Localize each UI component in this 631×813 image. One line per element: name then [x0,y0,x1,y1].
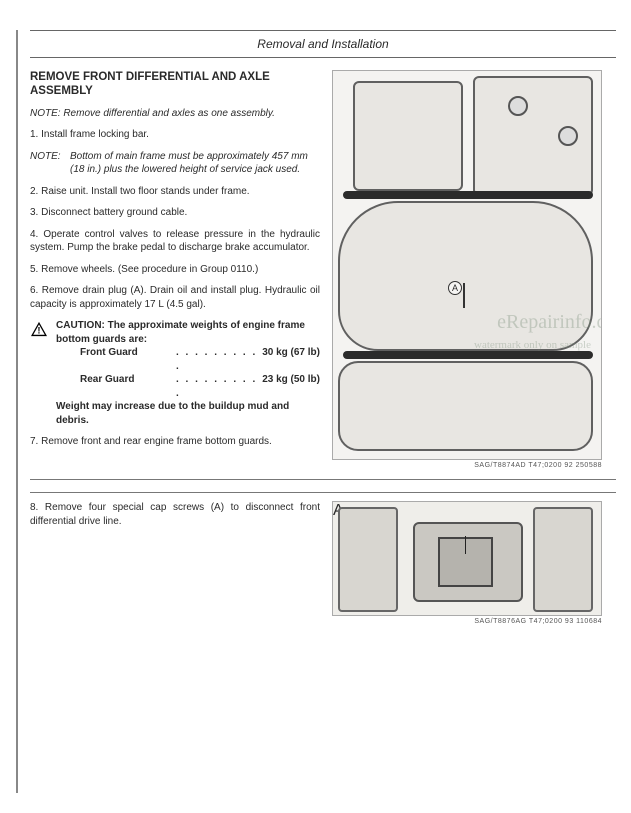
note-2-label: NOTE: [30,150,70,177]
bolt-icon [508,96,528,116]
caution-block: ! CAUTION: The approximate weights of en… [30,319,320,427]
page-margin-rule [16,30,18,793]
figure-2: A [332,501,602,616]
text-column: REMOVE FRONT DIFFERENTIAL AND AXLE ASSEM… [30,70,320,469]
page-container: Removal and Installation REMOVE FRONT DI… [0,0,631,640]
callout-a: A [448,281,462,295]
step-4: 4. Operate control valves to release pre… [30,228,320,255]
caution-lead: CAUTION: The approximate weights of engi… [56,319,320,346]
svg-text:!: ! [38,326,41,336]
note-2: NOTE: Bottom of main frame must be appro… [30,150,320,177]
figure-1: A eRepairinfo.com watermark only on samp… [332,70,602,460]
step-2: 2. Raise unit. Install two floor stands … [30,185,320,199]
dots: . . . . . . . . . . [176,346,258,373]
caution-text: CAUTION: The approximate weights of engi… [56,319,320,427]
content-row-1: REMOVE FRONT DIFFERENTIAL AND AXLE ASSEM… [30,70,616,469]
note-2-body: Bottom of main frame must be approximate… [70,150,320,177]
content-row-2: 8. Remove four special cap screws (A) to… [30,501,616,625]
front-guard-value: 30 kg (67 lb) [258,346,320,373]
dots: . . . . . . . . . . [176,373,258,400]
text-column-2: 8. Remove four special cap screws (A) to… [30,501,320,625]
step-6: 6. Remove drain plug (A). Drain oil and … [30,284,320,311]
bolt-icon [558,126,578,146]
rear-guard-line: Rear Guard . . . . . . . . . . 23 kg (50… [56,373,320,400]
step-3: 3. Disconnect battery ground cable. [30,206,320,220]
caution-tail: Weight may increase due to the buildup m… [56,400,320,427]
front-guard-line: Front Guard . . . . . . . . . . 30 kg (6… [56,346,320,373]
step-7: 7. Remove front and rear engine frame bo… [30,435,320,449]
figure-1-caption: SAG/T8874AD T47;0200 92 250588 [332,462,602,469]
procedure-heading: REMOVE FRONT DIFFERENTIAL AND AXLE ASSEM… [30,70,320,99]
warning-icon: ! [30,321,48,337]
rear-guard-value: 23 kg (50 lb) [258,373,320,400]
figure-column-2: A SAG/T8876AG T47;0200 93 110684 [332,501,602,625]
section-header: Removal and Installation [30,33,616,58]
figure-2-caption: SAG/T8876AG T47;0200 93 110684 [332,618,602,625]
step-8: 8. Remove four special cap screws (A) to… [30,501,320,528]
section-divider [30,479,616,493]
step-1: 1. Install frame locking bar. [30,128,320,142]
note-1: NOTE: Remove differential and axles as o… [30,107,320,121]
figure-column-1: A eRepairinfo.com watermark only on samp… [332,70,602,469]
top-rule [30,30,616,31]
front-guard-label: Front Guard [56,346,176,373]
step-5: 5. Remove wheels. (See procedure in Grou… [30,263,320,277]
rear-guard-label: Rear Guard [56,373,176,400]
